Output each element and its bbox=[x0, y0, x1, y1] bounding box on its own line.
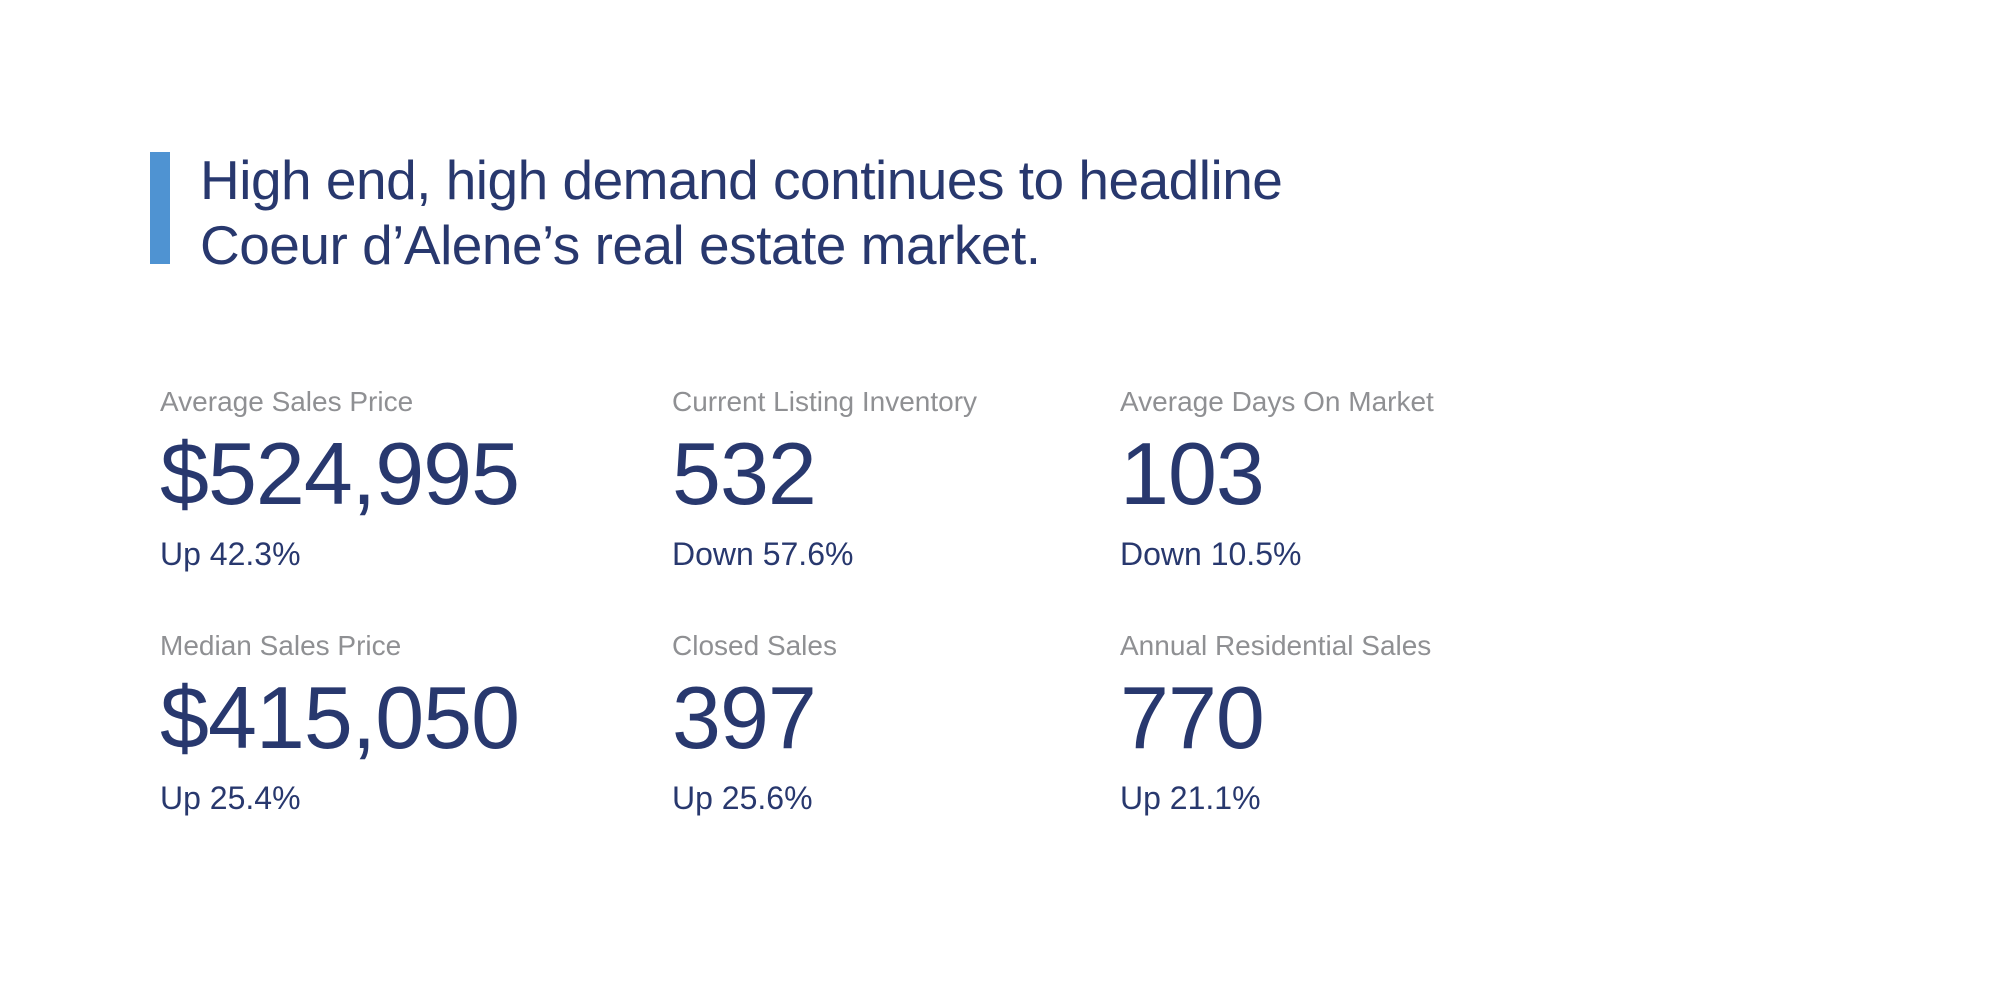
stat-value: 532 bbox=[672, 424, 817, 523]
stat-delta: Up 25.4% bbox=[160, 780, 301, 816]
stat-value: 770 bbox=[1120, 668, 1265, 767]
stat-value: 103 bbox=[1120, 424, 1265, 523]
stat-card-closed-sales: Closed Sales 397 Up 25.6% bbox=[672, 628, 1120, 818]
headline-section: High end, high demand continues to headl… bbox=[150, 148, 1283, 278]
stat-label: Median Sales Price bbox=[160, 630, 402, 661]
stat-value: $524,995 bbox=[160, 424, 520, 523]
stat-delta: Up 21.1% bbox=[1120, 780, 1261, 816]
stat-label: Closed Sales bbox=[672, 630, 837, 661]
stat-delta: Down 10.5% bbox=[1120, 536, 1302, 572]
stat-card-annual-residential-sales: Annual Residential Sales 770 Up 21.1% bbox=[1120, 628, 1680, 818]
stat-delta: Down 57.6% bbox=[672, 536, 854, 572]
stat-delta: Up 42.3% bbox=[160, 536, 301, 572]
stat-value: 397 bbox=[672, 668, 817, 767]
stat-value: $415,050 bbox=[160, 668, 520, 767]
stat-label: Average Sales Price bbox=[160, 386, 414, 417]
stat-label: Annual Residential Sales bbox=[1120, 630, 1432, 661]
stat-delta: Up 25.6% bbox=[672, 780, 813, 816]
page-title-line2: Coeur d’Alene’s real estate market. bbox=[200, 214, 1041, 276]
page-title-line1: High end, high demand continues to headl… bbox=[200, 149, 1283, 211]
stat-card-average-sales-price: Average Sales Price $524,995 Up 42.3% bbox=[160, 384, 672, 574]
stat-label: Current Listing Inventory bbox=[672, 386, 978, 417]
stat-card-median-sales-price: Median Sales Price $415,050 Up 25.4% bbox=[160, 628, 672, 818]
stat-card-current-listing-inventory: Current Listing Inventory 532 Down 57.6% bbox=[672, 384, 1120, 574]
stat-label: Average Days On Market bbox=[1120, 386, 1434, 417]
page-title: High end, high demand continues to headl… bbox=[200, 148, 1283, 278]
headline-accent-bar bbox=[150, 152, 170, 264]
stats-grid: Average Sales Price $524,995 Up 42.3% Cu… bbox=[160, 384, 1680, 818]
stat-card-average-days-on-market: Average Days On Market 103 Down 10.5% bbox=[1120, 384, 1680, 574]
